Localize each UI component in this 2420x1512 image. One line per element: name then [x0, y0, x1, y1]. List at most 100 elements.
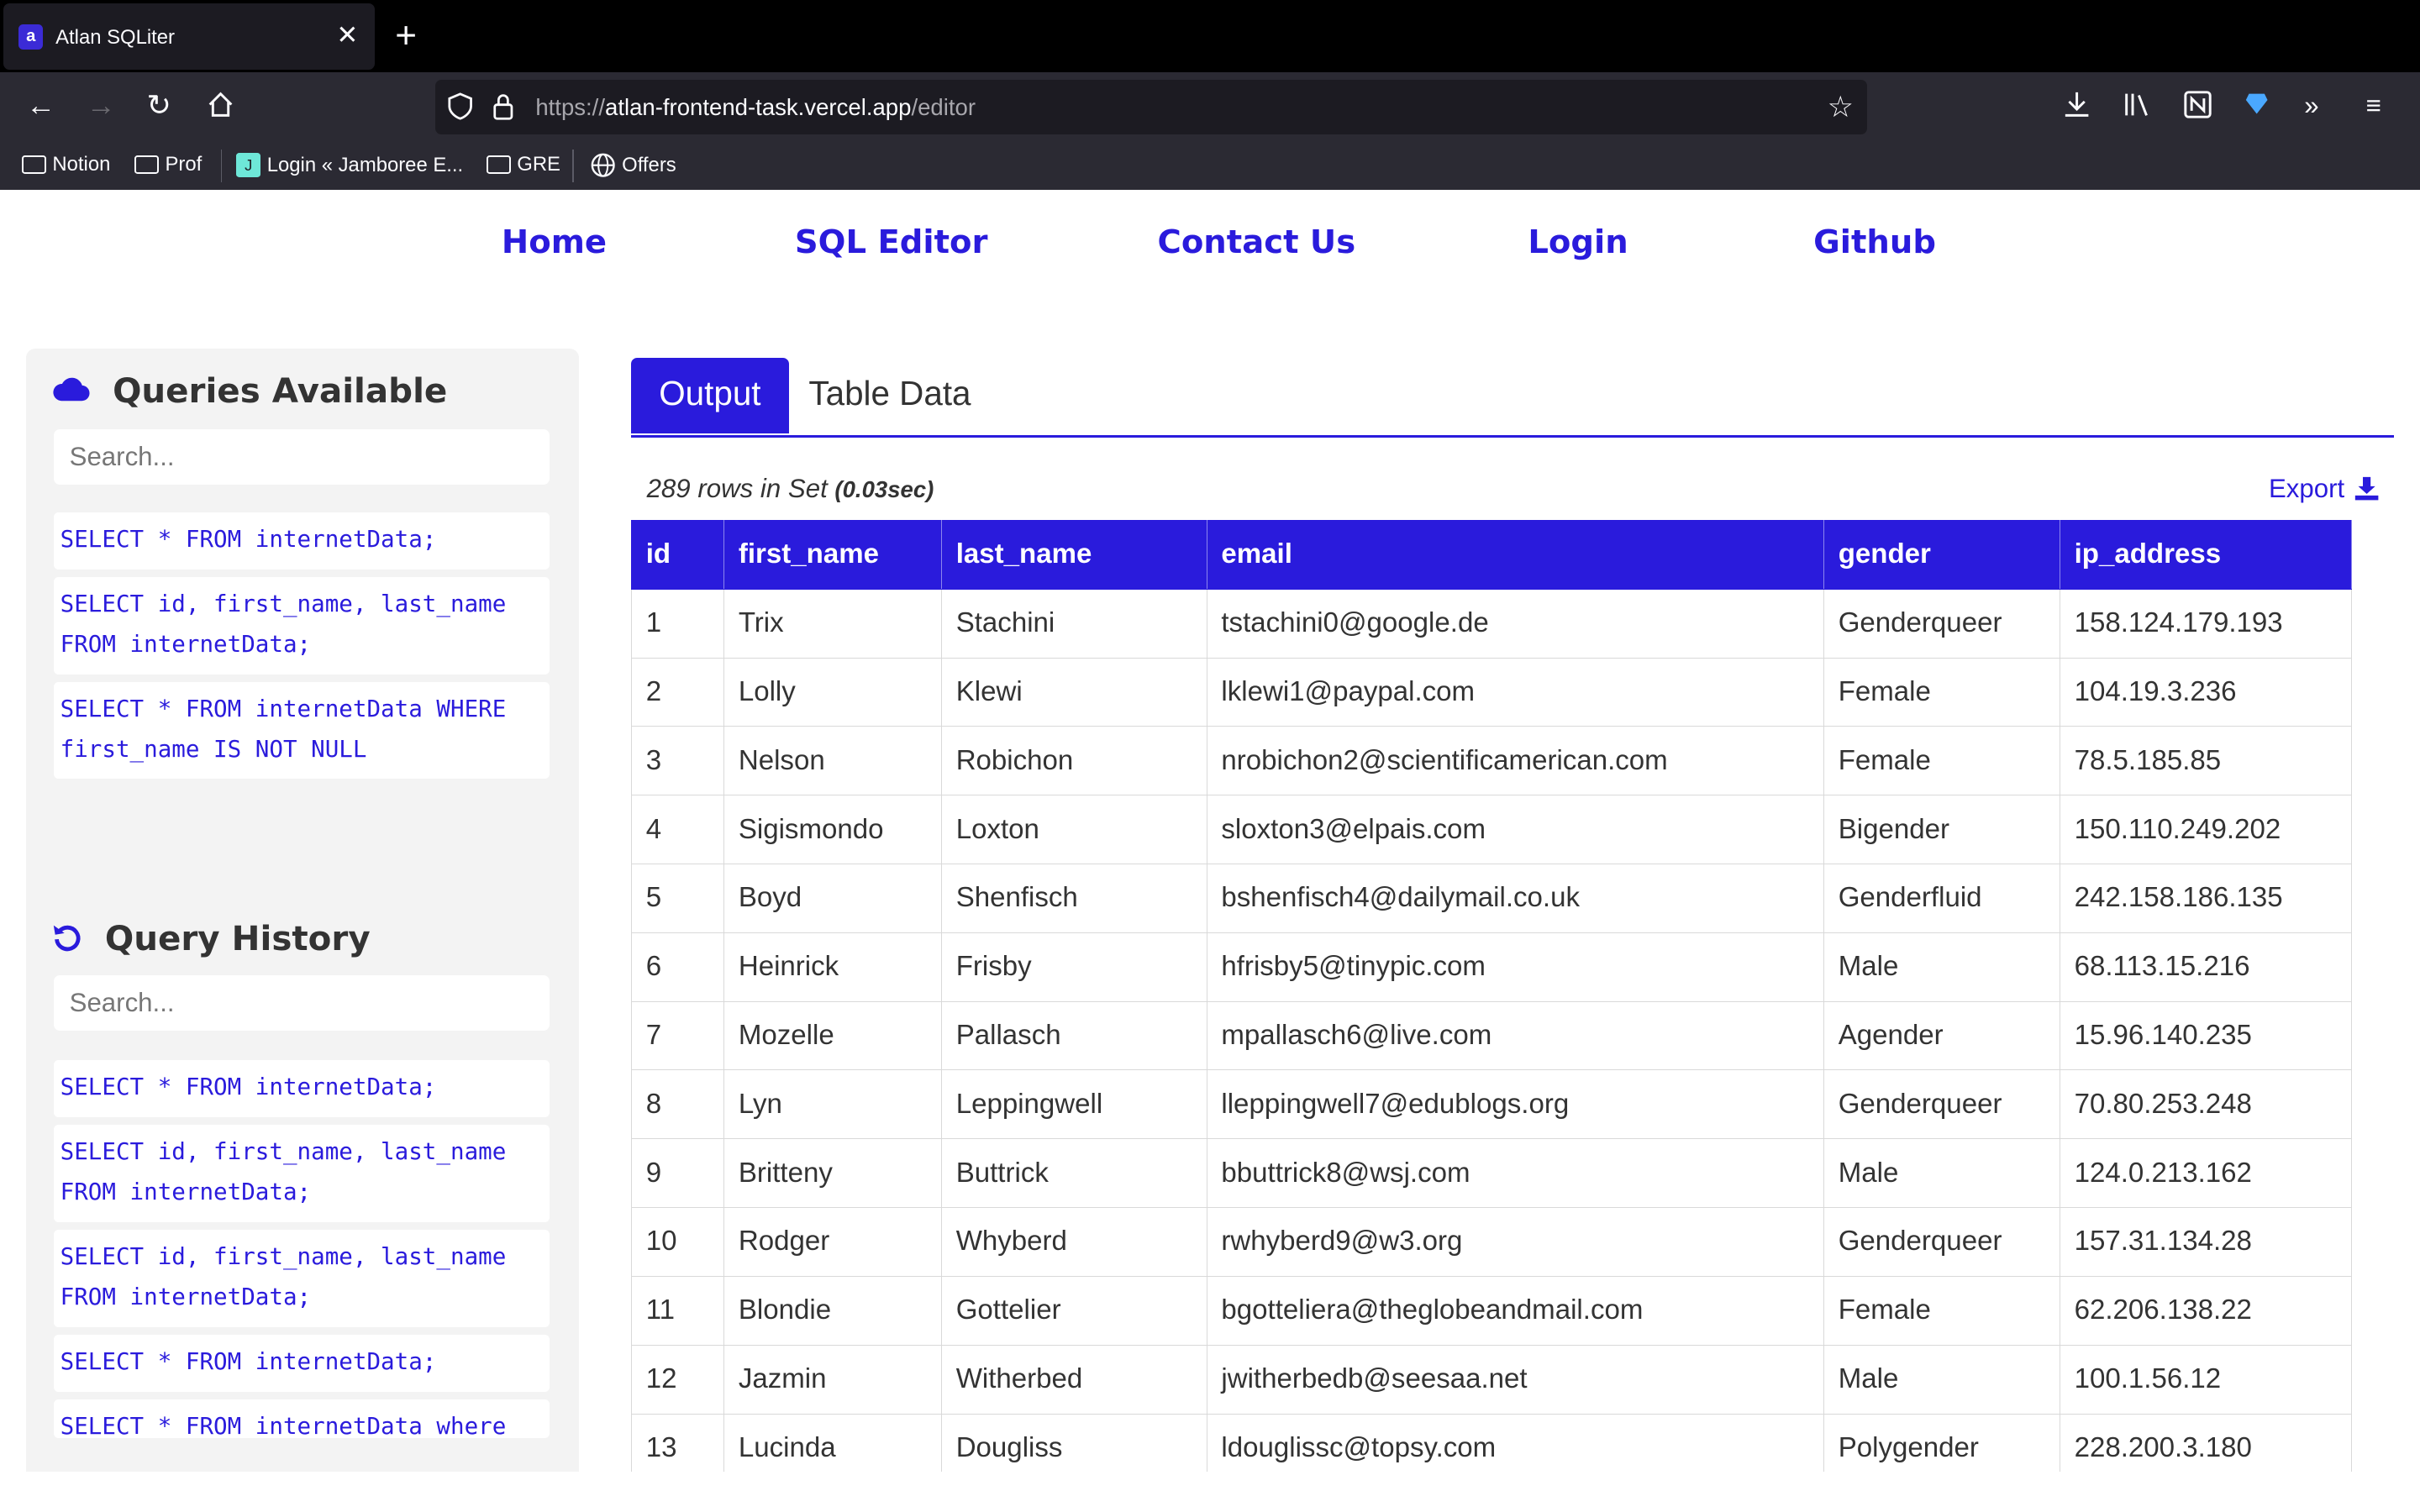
column-header-ip-address[interactable]: ip_address — [2060, 519, 2353, 590]
bookmark-label: GRE — [517, 152, 560, 176]
column-header-gender[interactable]: gender — [1823, 519, 2061, 590]
table-row: 9 Britteny Buttrick bbuttrick8@wsj.com Male 1… — [631, 1138, 2353, 1209]
menu-icon[interactable]: ≡ — [2365, 91, 2381, 121]
tab-table-data[interactable]: Table Data — [808, 374, 971, 413]
table-cell: Stachini — [941, 588, 1207, 659]
history-item[interactable]: SELECT * FROM internetData; — [54, 1059, 550, 1117]
table-cell: Shenfisch — [941, 864, 1207, 933]
column-header-first-name[interactable]: first_name — [723, 519, 943, 590]
bookmark-gre[interactable]: GRE — [486, 152, 560, 176]
history-item[interactable]: SELECT id, first_name, last_name FROM in… — [54, 1229, 550, 1327]
nav-sql-editor-link[interactable]: SQL Editor — [794, 223, 988, 262]
table-cell: Lucinda — [723, 1413, 943, 1473]
table-body: 1 Trix Stachini tstachini0@google.de Genderq… — [631, 588, 2353, 1473]
download-icon — [2355, 477, 2379, 501]
table-cell: Boyd — [723, 864, 943, 933]
nav-login-link[interactable]: Login — [1528, 223, 1628, 262]
column-header-last-name[interactable]: last_name — [941, 519, 1207, 590]
home-icon[interactable] — [207, 91, 234, 125]
table-cell: Bigender — [1823, 795, 2061, 865]
table-cell: 2 — [631, 657, 725, 727]
table-cell: Loxton — [941, 795, 1207, 865]
table-cell: Jazmin — [723, 1344, 943, 1415]
back-icon[interactable]: ← — [26, 89, 56, 123]
table-cell: Buttrick — [941, 1138, 1207, 1209]
lock-icon[interactable] — [492, 92, 514, 127]
table-cell: Trix — [723, 588, 943, 659]
table-row: 6 Heinrick Frisby hfrisby5@tinypic.com Male 6… — [631, 932, 2353, 1002]
browser-tab[interactable]: a Atlan SQLiter ✕ — [3, 3, 376, 70]
table-cell: 12 — [631, 1344, 725, 1415]
query-item[interactable]: SELECT * FROM internetData; — [54, 512, 550, 570]
page-content: Home SQL Editor Contact Us Login Github … — [0, 189, 2420, 1473]
url-text[interactable]: https://atlan-frontend-task.vercel.app/e… — [535, 94, 976, 121]
bookmark-prof[interactable]: Prof — [134, 153, 202, 176]
nav-contact-link[interactable]: Contact Us — [1157, 223, 1356, 262]
column-header-id[interactable]: id — [631, 519, 725, 590]
shield-icon[interactable] — [448, 92, 472, 127]
browser-tabstrip: a Atlan SQLiter ✕ + — [0, 0, 2420, 73]
column-header-email[interactable]: email — [1206, 519, 1825, 590]
row-count-text: 289 rows in Set — [646, 473, 835, 503]
history-search-input[interactable] — [54, 974, 550, 1031]
sidebar: Queries Available SELECT * FROM internet… — [26, 349, 579, 1473]
queries-search-input[interactable] — [54, 428, 550, 485]
query-item[interactable]: SELECT * FROM internetData WHERE first_n… — [54, 681, 550, 780]
table-cell: 9 — [631, 1138, 725, 1209]
table-cell: 150.110.249.202 — [2060, 795, 2353, 865]
table-row: 3 Nelson Robichon nrobichon2@scientificamer… — [631, 726, 2353, 796]
table-cell: 68.113.15.216 — [2060, 932, 2353, 1002]
url-bar[interactable]: https://atlan-frontend-task.vercel.app/e… — [434, 80, 1868, 134]
notion-extension-icon[interactable] — [2184, 91, 2212, 126]
table-cell: 62.206.138.22 — [2060, 1275, 2353, 1346]
library-icon[interactable] — [2123, 91, 2151, 126]
table-row: 5 Boyd Shenfisch bshenfisch4@dailymail.co.u… — [631, 864, 2353, 933]
table-cell: 228.200.3.180 — [2060, 1413, 2353, 1473]
folder-icon — [134, 155, 160, 174]
history-item[interactable]: SELECT * FROM internetData where — [54, 1399, 550, 1438]
forward-icon[interactable]: → — [86, 89, 116, 123]
table-cell: Sigismondo — [723, 795, 943, 865]
table-cell: Female — [1823, 657, 2061, 727]
nav-github-link[interactable]: Github — [1813, 223, 1936, 262]
table-cell: Nelson — [723, 726, 943, 796]
table-cell: Lyn — [723, 1069, 943, 1140]
bookmark-label: Prof — [165, 152, 203, 176]
table-cell: Witherbed — [941, 1344, 1207, 1415]
download-icon[interactable] — [2064, 91, 2090, 126]
bookmarks-bar: Notion Prof J Login « Jamboree E... GRE O… — [0, 141, 2420, 190]
table-row: 10 Rodger Whyberd rwhyberd9@w3.org Genderque… — [631, 1207, 2353, 1277]
table-cell: 157.31.134.28 — [2060, 1207, 2353, 1277]
export-button[interactable]: Export — [2269, 474, 2380, 504]
results-table: id first_name last_name email gender ip_addre… — [631, 519, 2353, 1473]
query-history-title: Query History — [104, 917, 371, 958]
query-item[interactable]: SELECT id, first_name, last_name FROM in… — [54, 576, 550, 675]
table-cell: Male — [1823, 932, 2061, 1002]
table-cell: Frisby — [941, 932, 1207, 1002]
bookmark-offers[interactable]: Offers — [591, 153, 676, 177]
table-cell: 3 — [631, 726, 725, 796]
new-tab-icon[interactable]: + — [395, 14, 417, 56]
overflow-icon[interactable]: » — [2304, 91, 2319, 121]
history-item[interactable]: SELECT id, first_name, last_name FROM in… — [54, 1124, 550, 1222]
tab-close-icon[interactable]: ✕ — [336, 19, 359, 50]
history-icon — [52, 922, 83, 960]
table-row: 4 Sigismondo Loxton sloxton3@elpais.com Bige… — [631, 795, 2353, 865]
table-cell: lleppingwell7@edublogs.org — [1206, 1069, 1825, 1140]
table-cell: bshenfisch4@dailymail.co.uk — [1206, 864, 1825, 933]
bookmark-notion[interactable]: Notion — [21, 153, 110, 176]
table-row: 2 Lolly Klewi lklewi1@paypal.com Female 104.1… — [631, 657, 2353, 727]
table-cell: Genderqueer — [1823, 1207, 2061, 1277]
bookmark-star-icon[interactable]: ☆ — [1827, 91, 1854, 124]
jamboree-site-icon: J — [236, 152, 261, 178]
table-row: 12 Jazmin Witherbed jwitherbedb@seesaa.net M… — [631, 1344, 2353, 1415]
gem-extension-icon[interactable] — [2244, 91, 2269, 123]
table-cell: rwhyberd9@w3.org — [1206, 1207, 1825, 1277]
browser-navbar: ← → ↻ https://atlan-frontend-task.vercel… — [0, 72, 2420, 142]
bookmark-jamboree[interactable]: J Login « Jamboree E... — [236, 152, 463, 178]
table-cell: Robichon — [941, 726, 1207, 796]
reload-icon[interactable]: ↻ — [146, 89, 171, 123]
nav-home-link[interactable]: Home — [501, 223, 608, 262]
tab-output[interactable]: Output — [631, 358, 789, 434]
history-item[interactable]: SELECT * FROM internetData; — [54, 1334, 550, 1392]
